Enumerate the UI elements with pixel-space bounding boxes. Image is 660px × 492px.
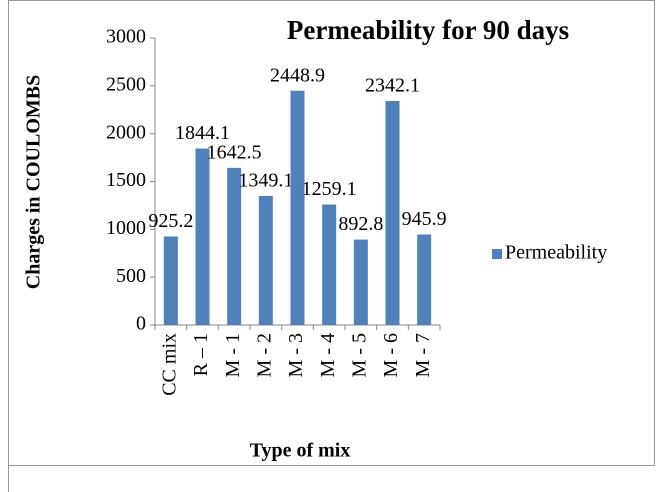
data-label: 1349.1: [238, 170, 293, 192]
x-tick-label: M - 7: [412, 333, 434, 377]
x-tick-label: R – 1: [190, 333, 212, 376]
bar: [163, 236, 178, 325]
y-tick-label: 1000: [106, 217, 146, 239]
y-tick-label: 0: [136, 313, 146, 335]
y-tick-label: 500: [116, 265, 146, 287]
y-tick-label: 2000: [106, 121, 146, 143]
y-tick-label: 3000: [106, 26, 146, 48]
legend-swatch: [492, 249, 502, 259]
data-label: 945.9: [402, 208, 447, 230]
legend-label: Permeability: [505, 242, 607, 264]
x-axis-title: Type of mix: [250, 440, 351, 462]
data-label: 2448.9: [270, 64, 325, 86]
bar: [227, 167, 242, 325]
x-tick-label: M - 3: [285, 333, 307, 377]
chart-title: Permeability for 90 days: [287, 15, 569, 45]
bar: [417, 234, 432, 325]
bar: [353, 239, 368, 325]
x-tick-label: M - 4: [317, 333, 339, 377]
y-tick-label: 2500: [106, 73, 146, 95]
data-label: 1844.1: [175, 122, 230, 144]
data-label: 1642.5: [207, 141, 262, 163]
data-label: 2342.1: [365, 75, 420, 97]
x-tick-label: M - 5: [348, 333, 370, 377]
bar: [385, 100, 400, 325]
bar: [195, 148, 210, 325]
data-label: 925.2: [148, 210, 193, 232]
x-tick-label: CC mix: [158, 333, 180, 396]
x-tick-label: M - 2: [253, 333, 275, 377]
chart-frame: [8, 0, 655, 466]
bar: [322, 204, 337, 325]
x-tick-label: M - 1: [222, 333, 244, 377]
x-tick-label: M - 6: [380, 333, 402, 377]
y-tick-label: 1500: [106, 169, 146, 191]
y-axis-title: Charges in COULOMBS: [23, 75, 45, 289]
bar: [258, 195, 273, 325]
data-label: 892.8: [338, 213, 383, 235]
data-label: 1259.1: [302, 178, 357, 200]
bar: [290, 90, 305, 326]
